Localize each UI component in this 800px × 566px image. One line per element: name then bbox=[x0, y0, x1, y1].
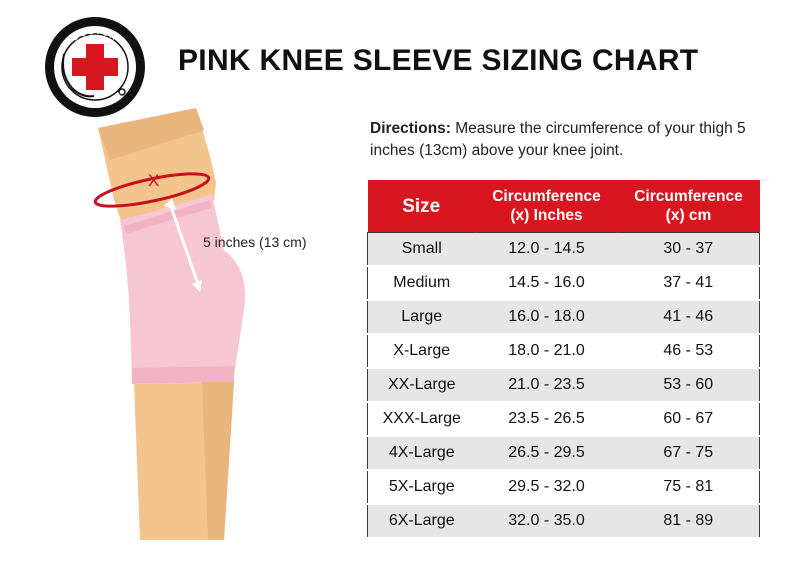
inches-cell: 32.0 - 35.0 bbox=[475, 503, 618, 539]
size-cell: 4X-Large bbox=[367, 435, 476, 471]
inches-cell: 23.5 - 26.5 bbox=[475, 401, 618, 437]
table-header-row: Size Circumference (x) Inches Circumfere… bbox=[367, 180, 760, 233]
size-cell: Medium bbox=[367, 265, 476, 301]
knee-sleeve-illustration: X bbox=[93, 108, 246, 540]
page-title: PINK KNEE SLEEVE SIZING CHART bbox=[178, 44, 699, 77]
cm-cell: 75 - 81 bbox=[617, 469, 760, 505]
stethoscope-icon bbox=[62, 53, 95, 98]
measurement-label: 5 inches (13 cm) bbox=[203, 234, 307, 250]
inches-cell: 18.0 - 21.0 bbox=[475, 333, 618, 369]
sizing-table: Size Circumference (x) Inches Circumfere… bbox=[367, 180, 760, 539]
circumference-marker: X bbox=[148, 171, 159, 190]
knee-sleeve-shape bbox=[120, 194, 246, 378]
table-row: Medium 14.5 - 16.0 37 - 41 bbox=[367, 265, 760, 301]
header-inches: Circumference (x) Inches bbox=[475, 180, 618, 233]
table-row: XX-Large 21.0 - 23.5 53 - 60 bbox=[367, 367, 760, 403]
table-row: 4X-Large 26.5 - 29.5 67 - 75 bbox=[367, 435, 760, 471]
doctor-arthritis-logo: DOCTOR ARTHRITIS bbox=[45, 17, 145, 117]
size-cell: XX-Large bbox=[367, 367, 476, 403]
size-cell: Small bbox=[367, 232, 476, 267]
table-row: 6X-Large 32.0 - 35.0 81 - 89 bbox=[367, 503, 760, 539]
header-cm: Circumference (x) cm bbox=[617, 180, 760, 233]
inches-cell: 16.0 - 18.0 bbox=[475, 299, 618, 335]
size-cell: 5X-Large bbox=[367, 469, 476, 505]
table-row: Small 12.0 - 14.5 30 - 37 bbox=[367, 232, 760, 267]
size-cell: X-Large bbox=[367, 333, 476, 369]
cross-icon bbox=[72, 44, 118, 90]
cm-cell: 60 - 67 bbox=[617, 401, 760, 437]
inches-cell: 12.0 - 14.5 bbox=[475, 232, 618, 267]
directions-text: Directions: Measure the circumference of… bbox=[370, 118, 750, 162]
cm-cell: 30 - 37 bbox=[617, 232, 760, 267]
cm-cell: 41 - 46 bbox=[617, 299, 760, 335]
table-row: 5X-Large 29.5 - 32.0 75 - 81 bbox=[367, 469, 760, 505]
table-row: XXX-Large 23.5 - 26.5 60 - 67 bbox=[367, 401, 760, 437]
cm-cell: 37 - 41 bbox=[617, 265, 760, 301]
inches-cell: 14.5 - 16.0 bbox=[475, 265, 618, 301]
inches-cell: 26.5 - 29.5 bbox=[475, 435, 618, 471]
size-cell: 6X-Large bbox=[367, 503, 476, 539]
directions-label: Directions: bbox=[370, 120, 451, 137]
size-cell: XXX-Large bbox=[367, 401, 476, 437]
inches-cell: 21.0 - 23.5 bbox=[475, 367, 618, 403]
table-row: Large 16.0 - 18.0 41 - 46 bbox=[367, 299, 760, 335]
measurement-arrow bbox=[168, 203, 200, 285]
header-size: Size bbox=[367, 180, 476, 233]
directions-body: Measure the circumference of your thigh … bbox=[370, 120, 746, 159]
table-row: X-Large 18.0 - 21.0 46 - 53 bbox=[367, 333, 760, 369]
cm-cell: 81 - 89 bbox=[617, 503, 760, 539]
size-cell: Large bbox=[367, 299, 476, 335]
cm-cell: 67 - 75 bbox=[617, 435, 760, 471]
cm-cell: 53 - 60 bbox=[617, 367, 760, 403]
circumference-line bbox=[93, 172, 211, 208]
cm-cell: 46 - 53 bbox=[617, 333, 760, 369]
inches-cell: 29.5 - 32.0 bbox=[475, 469, 618, 505]
